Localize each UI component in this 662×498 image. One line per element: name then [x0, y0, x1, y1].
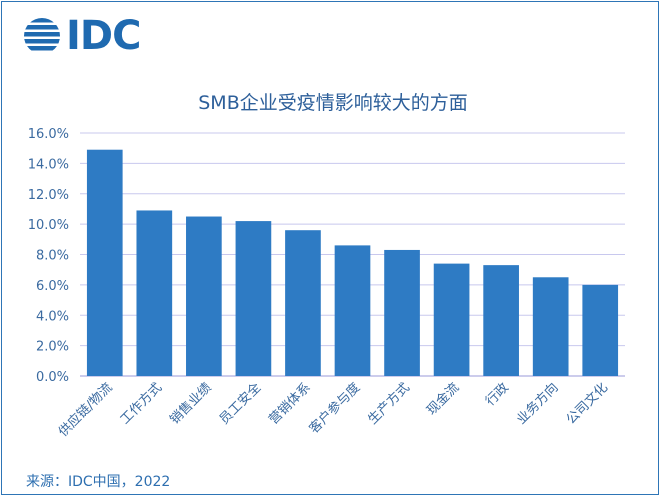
- x-tick-label: 现金流: [424, 380, 463, 419]
- source-note: 来源：IDC中国，2022: [26, 474, 171, 490]
- y-tick-label: 12.0%: [28, 188, 69, 203]
- x-tick-label: 公司文化: [564, 380, 611, 427]
- bar: [86, 149, 123, 376]
- bars: [86, 149, 619, 376]
- x-tick-label: 员工安全: [216, 380, 264, 428]
- y-tick-label: 4.0%: [36, 309, 69, 324]
- idc-logo: IDC: [22, 13, 141, 59]
- bar: [285, 230, 321, 376]
- bar: [235, 221, 272, 376]
- x-tick-label: 客户参与度: [306, 380, 363, 437]
- y-tick-label: 2.0%: [36, 340, 69, 355]
- logo-text: IDC: [66, 13, 141, 59]
- y-axis: 0.0% 2.0% 4.0% 6.0% 8.0% 10.0% 12.0% 14.0% 16.0%: [28, 127, 69, 385]
- x-tick-label: 营销体系: [266, 380, 313, 427]
- bar: [582, 284, 619, 376]
- y-tick-label: 16.0%: [28, 127, 69, 142]
- x-tick-label: 生产方式: [365, 380, 413, 428]
- bar: [186, 216, 222, 376]
- bar: [433, 263, 470, 376]
- bar: [532, 277, 569, 376]
- y-tick-label: 14.0%: [28, 157, 69, 172]
- y-tick-label: 10.0%: [28, 218, 69, 233]
- bar: [136, 210, 173, 376]
- x-tick-label: 供应链/物流: [55, 380, 115, 440]
- y-tick-label: 8.0%: [36, 249, 69, 264]
- x-tick-label: 工作方式: [117, 380, 165, 428]
- x-tick-label: 行政: [483, 380, 512, 409]
- y-tick-label: 0.0%: [36, 370, 69, 385]
- bar: [384, 249, 420, 376]
- bar: [483, 265, 519, 376]
- bar-chart: SMB企业受疫情影响较大的方面 0.0% 2.0% 4.0% 6.0% 8.0% 10.0…: [28, 92, 625, 440]
- idc-globe-icon: [24, 18, 60, 51]
- bar: [334, 245, 371, 376]
- x-tick-label: 业务方向: [513, 380, 561, 428]
- x-tick-label: 销售业绩: [167, 380, 215, 428]
- y-tick-label: 6.0%: [36, 279, 69, 294]
- chart-title: SMB企业受疫情影响较大的方面: [198, 92, 468, 114]
